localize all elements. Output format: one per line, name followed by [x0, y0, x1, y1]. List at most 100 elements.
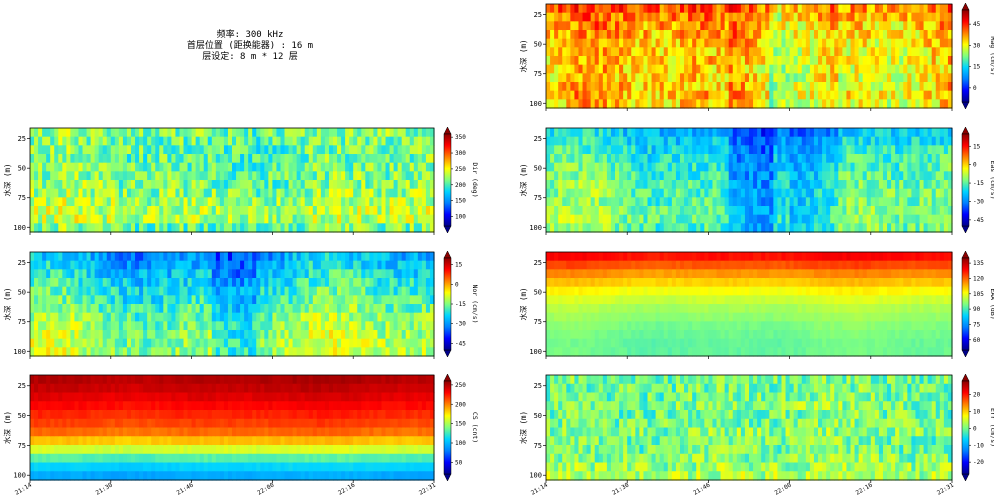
heatmap-cell — [931, 223, 937, 233]
heatmap-cell — [554, 82, 559, 92]
heatmap-cell — [554, 56, 559, 66]
heatmap-cell — [826, 206, 831, 216]
heatmap-cell — [163, 180, 168, 190]
heatmap-cell — [704, 180, 709, 190]
heatmap-cell — [627, 206, 632, 216]
heatmap-cell — [801, 128, 807, 138]
heatmap-cell — [899, 145, 904, 155]
heatmap-cell — [813, 47, 819, 57]
heatmap-cell — [854, 128, 860, 138]
heatmap-cell — [349, 197, 354, 207]
heatmap-cell — [46, 145, 51, 155]
heatmap-cell — [227, 171, 233, 181]
heatmap-cell — [943, 38, 949, 48]
heatmap-cell — [421, 162, 427, 172]
heatmap-cell — [122, 223, 128, 233]
colorbar-label: Nor (cm/s) — [471, 284, 479, 323]
heatmap-cell — [312, 252, 318, 262]
heatmap-cell — [377, 197, 383, 207]
heatmap-cell — [627, 21, 632, 31]
heatmap-cell — [919, 90, 925, 100]
heatmap-cell — [882, 223, 888, 233]
heatmap-cell — [365, 260, 370, 270]
heatmap-cell — [578, 90, 584, 100]
heatmap-cell — [887, 82, 892, 92]
heatmap-cell — [785, 188, 791, 198]
heatmap-cell — [62, 188, 67, 198]
heatmap-cell — [947, 21, 953, 31]
heatmap-cell — [643, 21, 649, 31]
heatmap-cell — [927, 214, 933, 224]
heatmap-cell — [789, 73, 795, 83]
heatmap-cell — [179, 304, 185, 314]
heatmap-cell — [586, 171, 592, 181]
heatmap-cell — [834, 99, 839, 109]
heatmap-cell — [94, 338, 100, 348]
heatmap-cell — [566, 38, 571, 48]
heatmap-cell — [558, 330, 563, 340]
heatmap-cell — [401, 197, 407, 207]
heatmap-cell — [887, 197, 892, 207]
heatmap-cell — [907, 180, 912, 190]
heatmap-cell — [215, 338, 221, 348]
heatmap-cell — [151, 347, 156, 357]
heatmap-cell — [651, 214, 657, 224]
heatmap-cell — [272, 188, 278, 198]
heatmap-cell — [102, 171, 108, 181]
colorbar-tick-label: 15 — [973, 143, 981, 150]
heatmap-cell — [276, 347, 282, 357]
heatmap-cell — [671, 90, 677, 100]
heatmap-cell — [854, 30, 860, 40]
heatmap-cell — [300, 188, 306, 198]
heatmap-cell — [757, 21, 762, 31]
heatmap-cell — [195, 162, 201, 172]
heatmap-cell — [312, 136, 318, 146]
heatmap-cell — [143, 312, 148, 322]
heatmap-cell — [935, 188, 941, 198]
heatmap-cell — [635, 21, 640, 31]
heatmap-cell — [862, 12, 868, 22]
heatmap-cell — [223, 188, 229, 198]
heatmap-cell — [809, 99, 815, 109]
heatmap-cell — [151, 304, 156, 314]
heatmap-cell — [874, 30, 880, 40]
heatmap-cell — [858, 136, 864, 146]
heatmap-cell — [122, 180, 128, 190]
heatmap-cell — [163, 197, 168, 207]
heatmap-cell — [337, 321, 342, 331]
heatmap-cell — [248, 136, 253, 146]
heatmap-cell — [42, 321, 47, 331]
heatmap-cell — [429, 214, 435, 224]
heatmap-cell — [260, 269, 265, 279]
heatmap-cell — [655, 38, 661, 48]
heatmap-cell — [647, 162, 653, 172]
heatmap-cell — [203, 278, 209, 288]
heatmap-cell — [256, 260, 261, 270]
heatmap-cell — [365, 330, 370, 340]
heatmap-cell — [757, 56, 762, 66]
heatmap-cell — [244, 304, 249, 314]
heatmap-cell — [46, 286, 51, 296]
heatmap-cell — [724, 145, 730, 155]
heatmap-cell — [744, 136, 750, 146]
heatmap-cell — [324, 295, 330, 305]
heatmap-cell — [118, 278, 124, 288]
heatmap-cell — [90, 197, 96, 207]
heatmap-cell — [615, 82, 620, 92]
heatmap-cell — [389, 330, 395, 340]
heatmap-cell — [50, 286, 55, 296]
heatmap-cell — [401, 330, 407, 340]
heatmap-cell — [429, 188, 435, 198]
heatmap-cell — [46, 252, 51, 262]
heatmap-cell — [943, 136, 949, 146]
heatmap-cell — [765, 56, 770, 66]
heatmap-cell — [102, 260, 108, 270]
heatmap-cell — [300, 321, 306, 331]
heatmap-cell — [757, 64, 762, 74]
heatmap-cell — [643, 90, 649, 100]
heatmap-cell — [70, 145, 76, 155]
heatmap-cell — [765, 64, 770, 74]
heatmap-cell — [663, 197, 669, 207]
heatmap-cell — [304, 269, 310, 279]
heatmap-cell — [147, 162, 152, 172]
